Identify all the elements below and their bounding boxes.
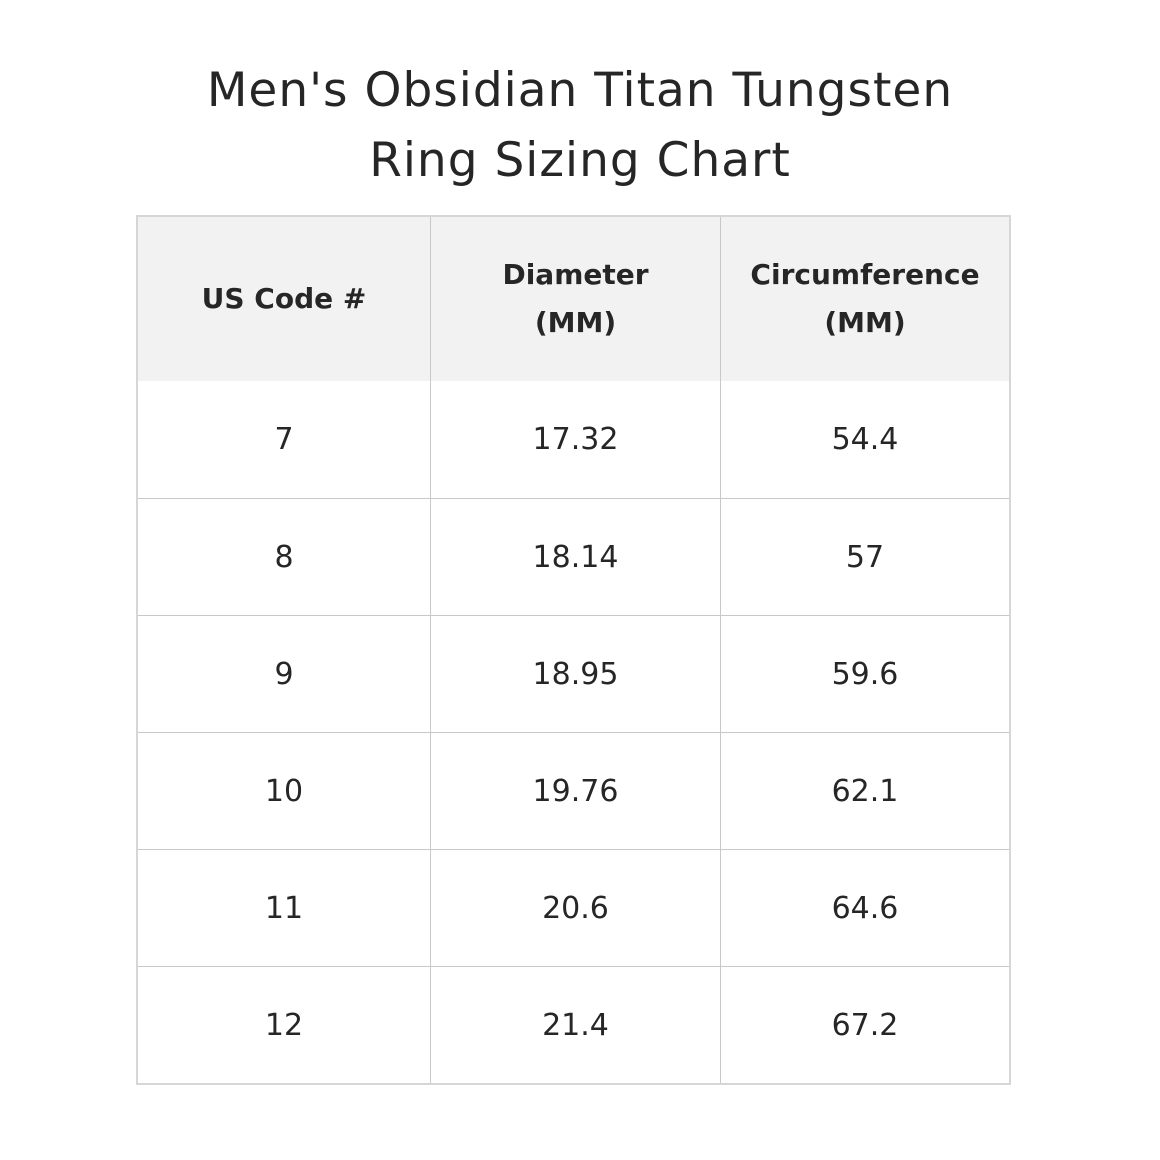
title-line-1: Men's Obsidian Titan Tungsten <box>206 63 954 118</box>
table-row: 11 20.6 64.6 <box>138 849 1009 966</box>
diameter-cell: 20.6 <box>430 850 720 966</box>
header-label: US Code # <box>201 282 367 315</box>
table-row: 9 18.95 59.6 <box>138 615 1009 732</box>
diameter-cell: 18.14 <box>430 499 720 615</box>
header-us-code: US Code # <box>138 217 430 381</box>
circumference-cell: 59.6 <box>720 616 1009 732</box>
us-code-cell: 8 <box>274 539 294 575</box>
table-row: 10 19.76 62.1 <box>138 732 1009 849</box>
diameter-cell: 19.76 <box>430 733 720 849</box>
table-header-row: US Code # Diameter (MM) Circumference (MM) <box>138 217 1009 381</box>
page-title: Men's Obsidian Titan Tungsten Ring Sizin… <box>0 56 1160 196</box>
us-code-cell: 11 <box>264 890 304 926</box>
circumference-cell: 64.6 <box>720 850 1009 966</box>
circumference-cell: 57 <box>720 499 1009 615</box>
circumference-cell: 54.4 <box>720 381 1009 498</box>
sizing-table: US Code # Diameter (MM) Circumference (MM)… <box>136 215 1011 1085</box>
circumference-cell: 62.1 <box>720 733 1009 849</box>
table-row: 8 18.14 57 <box>138 498 1009 615</box>
us-code-cell: 7 <box>274 422 294 457</box>
header-label: Diameter <box>502 258 649 291</box>
table-row: 12 21.4 67.2 <box>138 966 1009 1083</box>
diameter-cell: 21.4 <box>430 967 720 1083</box>
us-code-cell: 9 <box>274 656 294 692</box>
us-code-cell: 10 <box>264 773 304 809</box>
us-code-cell: 12 <box>264 1007 304 1043</box>
table-row: 7 17.32 54.4 <box>138 381 1009 498</box>
circumference-cell: 67.2 <box>720 967 1009 1083</box>
header-label: Circumference <box>750 258 980 291</box>
diameter-cell: 18.95 <box>430 616 720 732</box>
header-unit: (MM) <box>824 306 906 339</box>
diameter-cell: 17.32 <box>430 381 720 498</box>
header-diameter: Diameter (MM) <box>430 217 720 381</box>
header-unit: (MM) <box>534 306 617 339</box>
title-line-2: Ring Sizing Chart <box>369 133 791 188</box>
header-circumference: Circumference (MM) <box>720 217 1009 381</box>
